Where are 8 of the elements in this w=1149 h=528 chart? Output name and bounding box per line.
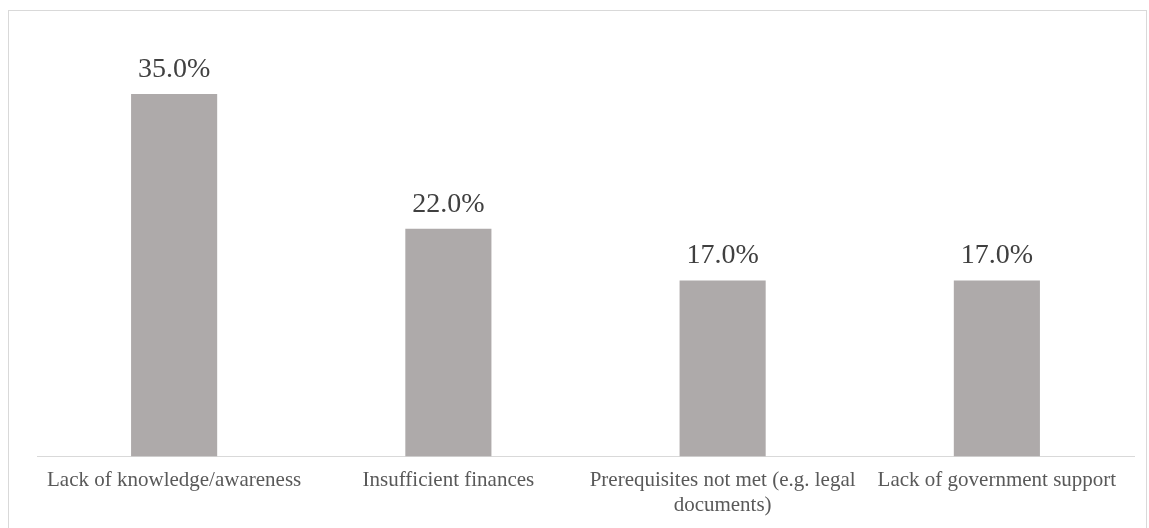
data-label: 17.0% — [686, 238, 759, 270]
x-tick-label: Lack of knowledge/awareness — [47, 467, 302, 492]
x-tick-label: Prerequisites not met (e.g. legal documents) — [589, 467, 856, 516]
data-label: 17.0% — [960, 238, 1034, 270]
x-tick-label: Lack of government support — [877, 467, 1117, 492]
data-label: 35.0% — [137, 52, 211, 83]
x-tick-label: Insufficient finances — [362, 467, 535, 492]
data-label: 22.0% — [412, 186, 485, 218]
